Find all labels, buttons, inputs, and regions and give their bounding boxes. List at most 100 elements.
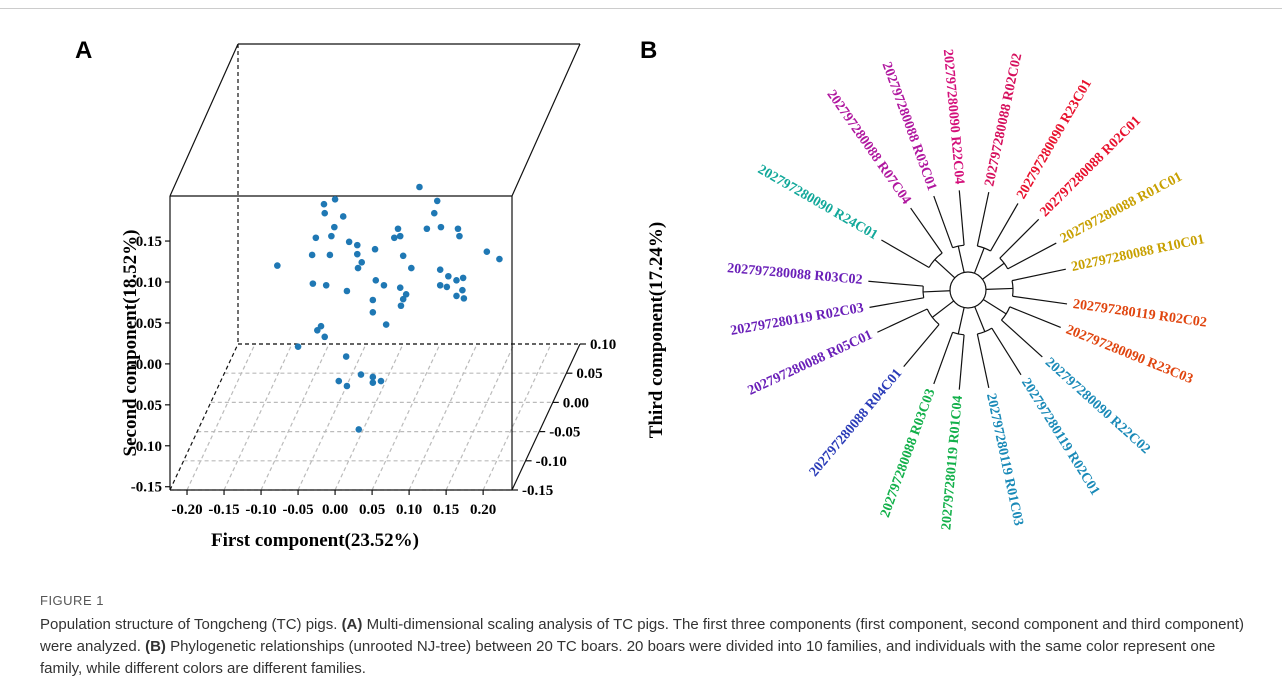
point [320, 200, 328, 208]
x-tick-label: -0.10 [245, 502, 276, 518]
point [397, 302, 405, 310]
point [308, 251, 316, 259]
point [331, 195, 339, 203]
point [343, 287, 351, 295]
point [339, 213, 347, 220]
tree-branch [999, 218, 1040, 259]
tree-branch [1007, 242, 1057, 270]
leaf-label: 202797280119 R01C03 [983, 392, 1026, 527]
x-tick-label: 0.20 [470, 502, 496, 518]
floor-grid-line [297, 343, 367, 491]
point [353, 250, 361, 258]
point [354, 264, 362, 272]
point [416, 183, 423, 191]
y-tick-label: 0.15 [136, 234, 162, 250]
tree-branch [922, 286, 925, 298]
panel-label: B [640, 37, 657, 64]
point [312, 234, 320, 242]
point [433, 197, 441, 205]
y-axis-label: Second component(18.52%) [120, 230, 141, 457]
tree-branch [933, 195, 954, 248]
tree-branch [868, 280, 924, 287]
y-tick-label: -0.00 [131, 357, 162, 373]
point [396, 232, 404, 240]
point [377, 377, 385, 385]
tree-branch [985, 287, 1013, 290]
z-tick-label: 0.10 [590, 337, 616, 353]
point [369, 379, 377, 387]
tree-branch [982, 299, 1007, 315]
tree-branch [982, 262, 1005, 280]
point [382, 321, 390, 328]
tree-branch [957, 307, 965, 335]
caption-part: Multi-dimensional scaling analysis of TC… [40, 616, 1244, 655]
point [454, 225, 462, 233]
floor-grid-line [334, 343, 404, 491]
panel-label: A [75, 37, 92, 64]
z-axis [511, 343, 581, 491]
point [437, 223, 445, 231]
z-tick-label: -0.05 [549, 425, 580, 441]
tree-root [949, 271, 987, 309]
z-tick-label: 0.00 [563, 395, 589, 411]
point [456, 232, 463, 240]
tree-branch [1009, 306, 1061, 329]
point [331, 223, 338, 231]
x-tick-label: -0.20 [171, 502, 202, 518]
tree-branch [869, 297, 924, 308]
leaf-label: 202797280119 R02C02 [1072, 297, 1208, 331]
leaf-label: 202797280090 R22C04 [940, 49, 967, 186]
point [459, 274, 467, 282]
point [321, 209, 329, 217]
point [274, 262, 281, 269]
point [369, 296, 377, 304]
y-tick-label: 0.05 [136, 316, 162, 332]
point [294, 343, 302, 350]
leaf-label: 202797280090 R23C03 [1064, 322, 1195, 387]
point [371, 245, 379, 253]
floor-grid-line [482, 343, 552, 491]
tree-branch [991, 327, 1022, 376]
point [396, 284, 404, 292]
z-tick-label: -0.15 [522, 483, 553, 499]
point [445, 272, 452, 280]
tree-branch [989, 203, 1019, 252]
caption-label: FIGURE 1 [40, 593, 104, 608]
leaf-label: 202797280119 R02C03 [729, 301, 865, 339]
figure: A B First component(23.52%) Second compo… [75, 37, 1208, 551]
top-rule [0, 8, 1282, 9]
x-tick-label: 0.15 [433, 502, 459, 518]
point [496, 255, 503, 263]
point [328, 232, 335, 240]
point [459, 286, 466, 294]
floor-grid-line [260, 343, 330, 491]
y-tick-label: -0.15 [131, 480, 162, 496]
tree-branch [976, 333, 990, 388]
point [399, 252, 407, 260]
point [423, 225, 431, 233]
point [369, 308, 377, 316]
tree-branch [931, 300, 955, 318]
leaf-label: 202797280119 R01C04 [939, 395, 966, 531]
point [436, 281, 444, 289]
point [453, 277, 460, 284]
box-edge [169, 343, 239, 491]
leaf-label: 202797280088 R03C03 [878, 387, 939, 520]
tree-branch [977, 245, 991, 252]
y-tick-label: -0.10 [131, 439, 162, 455]
leaf-label: 202797280088 R05C01 [746, 328, 875, 399]
tree-branch [1001, 319, 1043, 358]
caption-part: Phylogenetic relationships (unrooted NJ-… [40, 638, 1216, 677]
box-edge [169, 43, 239, 197]
tree-branch [934, 259, 956, 279]
tree-branch [881, 239, 930, 269]
tree-branch [976, 192, 990, 247]
tree-branch [923, 290, 951, 293]
tree-branch [973, 247, 985, 274]
tree-branch [1000, 306, 1011, 321]
x-tick-label: -0.15 [208, 502, 239, 518]
point [380, 281, 388, 289]
point [355, 426, 363, 433]
point [343, 382, 351, 390]
